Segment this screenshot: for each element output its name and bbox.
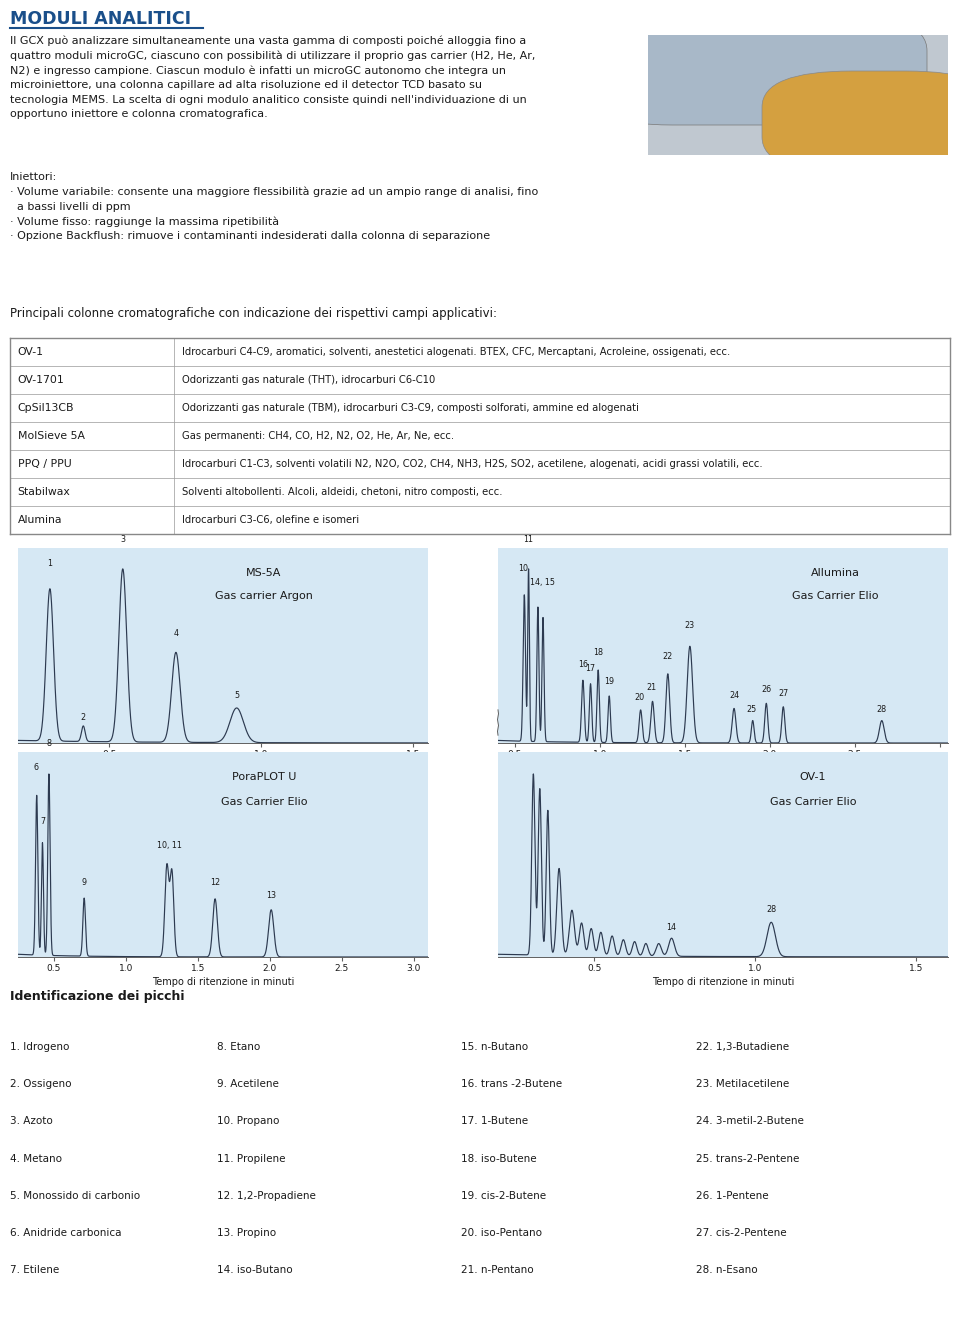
Text: 14, 15: 14, 15 xyxy=(530,578,555,587)
Text: CpSil13CB: CpSil13CB xyxy=(17,403,74,412)
Text: 2: 2 xyxy=(81,712,85,721)
Text: 25. trans-2-Pentene: 25. trans-2-Pentene xyxy=(696,1154,800,1163)
Text: 1: 1 xyxy=(47,558,53,568)
Text: 11. Propilene: 11. Propilene xyxy=(217,1154,285,1163)
Text: 20: 20 xyxy=(634,693,644,701)
Text: 10, 11: 10, 11 xyxy=(156,842,181,850)
Text: Iniettori:
· Volume variabile: consente una maggiore flessibilità grazie ad un a: Iniettori: · Volume variabile: consente … xyxy=(10,172,539,241)
Text: Solventi altobollenti. Alcoli, aldeidi, chetoni, nitro composti, ecc.: Solventi altobollenti. Alcoli, aldeidi, … xyxy=(182,487,502,497)
Text: Idrocarburi C3-C6, olefine e isomeri: Idrocarburi C3-C6, olefine e isomeri xyxy=(182,514,359,525)
Text: 12. 1,2-Propadiene: 12. 1,2-Propadiene xyxy=(217,1191,316,1200)
Text: 28: 28 xyxy=(766,904,777,914)
Text: 9: 9 xyxy=(82,878,86,887)
Text: PoraPLOT U: PoraPLOT U xyxy=(231,773,297,782)
Text: Idrocarburi C4-C9, aromatici, solventi, anestetici alogenati. BTEX, CFC, Mercapt: Idrocarburi C4-C9, aromatici, solventi, … xyxy=(182,347,731,357)
Text: Allumina: Allumina xyxy=(811,568,860,578)
Text: Idrocarburi C1-C3, solventi volatili N2, N2O, CO2, CH4, NH3, H2S, SO2, acetilene: Idrocarburi C1-C3, solventi volatili N2,… xyxy=(182,459,762,469)
Text: 3: 3 xyxy=(120,536,125,544)
Text: Odorizzanti gas naturale (TBM), idrocarburi C3-C9, composti solforati, ammine ed: Odorizzanti gas naturale (TBM), idrocarb… xyxy=(182,403,639,412)
Text: Gas Carrier Elio: Gas Carrier Elio xyxy=(792,591,878,601)
Text: Principali colonne cromatografiche con indicazione dei rispettivi campi applicat: Principali colonne cromatografiche con i… xyxy=(10,308,497,321)
Text: 10. Propano: 10. Propano xyxy=(217,1116,279,1127)
Text: MS-5A: MS-5A xyxy=(247,568,281,578)
Text: 24. 3-metil-2-Butene: 24. 3-metil-2-Butene xyxy=(696,1116,804,1127)
Text: 13. Propino: 13. Propino xyxy=(217,1228,276,1237)
Text: OV-1701: OV-1701 xyxy=(17,375,64,385)
Text: 11: 11 xyxy=(523,536,533,544)
Text: 19. cis-2-Butene: 19. cis-2-Butene xyxy=(461,1191,546,1200)
Text: 14. iso-Butano: 14. iso-Butano xyxy=(217,1265,293,1274)
FancyBboxPatch shape xyxy=(762,72,960,172)
Text: 18: 18 xyxy=(593,648,603,658)
Text: 15. n-Butano: 15. n-Butano xyxy=(461,1042,528,1053)
Text: 6. Anidride carbonica: 6. Anidride carbonica xyxy=(10,1228,122,1237)
Text: 6: 6 xyxy=(34,764,39,773)
Text: Stabilwax: Stabilwax xyxy=(17,487,70,497)
Text: Gas carrier Argon: Gas carrier Argon xyxy=(215,591,313,601)
X-axis label: Tempo di ritenzione in minuti: Tempo di ritenzione in minuti xyxy=(152,977,294,987)
Text: 5: 5 xyxy=(234,691,239,700)
Text: Gas Carrier Elio: Gas Carrier Elio xyxy=(221,797,307,808)
X-axis label: Tempo di ritenzione in minuti: Tempo di ritenzione in minuti xyxy=(652,762,794,773)
Text: 23. Metilacetilene: 23. Metilacetilene xyxy=(696,1079,789,1090)
Text: Il GCX può analizzare simultaneamente una vasta gamma di composti poiché alloggi: Il GCX può analizzare simultaneamente un… xyxy=(10,34,536,119)
Text: Gas permanenti: CH4, CO, H2, N2, O2, He, Ar, Ne, ecc.: Gas permanenti: CH4, CO, H2, N2, O2, He,… xyxy=(182,431,454,442)
Text: 10: 10 xyxy=(518,565,528,573)
Text: 4: 4 xyxy=(174,629,179,638)
Text: 22: 22 xyxy=(662,652,673,662)
Text: MolSieve 5A: MolSieve 5A xyxy=(17,431,84,442)
Text: MODULI ANALITICI: MODULI ANALITICI xyxy=(10,11,191,28)
Text: 8. Etano: 8. Etano xyxy=(217,1042,260,1053)
Text: 22. 1,3-Butadiene: 22. 1,3-Butadiene xyxy=(696,1042,789,1053)
FancyBboxPatch shape xyxy=(573,11,960,179)
Text: 7. Etilene: 7. Etilene xyxy=(10,1265,60,1274)
Text: 16: 16 xyxy=(578,660,588,668)
Text: 2. Ossigeno: 2. Ossigeno xyxy=(10,1079,71,1090)
Text: 8: 8 xyxy=(46,739,52,748)
Text: Identificazione dei picchi: Identificazione dei picchi xyxy=(10,991,184,1002)
Text: 7: 7 xyxy=(40,817,45,826)
Text: 4. Metano: 4. Metano xyxy=(10,1154,62,1163)
Text: 1. Idrogeno: 1. Idrogeno xyxy=(10,1042,69,1053)
Text: 25: 25 xyxy=(747,704,757,713)
Text: Gas Carrier Elio: Gas Carrier Elio xyxy=(770,797,856,808)
Text: 12: 12 xyxy=(209,878,220,887)
Text: 17. 1-Butene: 17. 1-Butene xyxy=(461,1116,528,1127)
Text: 23: 23 xyxy=(684,621,695,630)
Text: Odorizzanti gas naturale (THT), idrocarburi C6-C10: Odorizzanti gas naturale (THT), idrocarb… xyxy=(182,375,435,385)
Text: 27. cis-2-Pentene: 27. cis-2-Pentene xyxy=(696,1228,787,1237)
FancyBboxPatch shape xyxy=(582,15,927,125)
Text: 21. n-Pentano: 21. n-Pentano xyxy=(461,1265,534,1274)
Text: 21: 21 xyxy=(647,683,657,692)
X-axis label: Tempo di ritenzione in minuti: Tempo di ritenzione in minuti xyxy=(152,762,294,773)
Text: 3. Azoto: 3. Azoto xyxy=(10,1116,53,1127)
Text: PPQ / PPU: PPQ / PPU xyxy=(17,459,71,469)
Text: 9. Acetilene: 9. Acetilene xyxy=(217,1079,278,1090)
Text: 13: 13 xyxy=(266,891,276,899)
Text: 16. trans -2-Butene: 16. trans -2-Butene xyxy=(461,1079,563,1090)
Text: Alumina: Alumina xyxy=(17,514,62,525)
Text: 19: 19 xyxy=(604,678,614,687)
X-axis label: Tempo di ritenzione in minuti: Tempo di ritenzione in minuti xyxy=(652,977,794,987)
Text: OV-1: OV-1 xyxy=(800,773,827,782)
Text: 18. iso-Butene: 18. iso-Butene xyxy=(461,1154,537,1163)
Text: 28. n-Esano: 28. n-Esano xyxy=(696,1265,757,1274)
Text: 17: 17 xyxy=(586,664,595,672)
Text: 26: 26 xyxy=(761,686,772,695)
Text: 14: 14 xyxy=(666,923,677,932)
Text: 28: 28 xyxy=(876,704,887,713)
Text: 26. 1-Pentene: 26. 1-Pentene xyxy=(696,1191,769,1200)
Text: 24: 24 xyxy=(729,691,739,700)
Text: OV-1: OV-1 xyxy=(17,347,43,357)
Text: 20. iso-Pentano: 20. iso-Pentano xyxy=(461,1228,542,1237)
Text: 5. Monossido di carbonio: 5. Monossido di carbonio xyxy=(10,1191,140,1200)
Text: 27: 27 xyxy=(779,690,788,699)
